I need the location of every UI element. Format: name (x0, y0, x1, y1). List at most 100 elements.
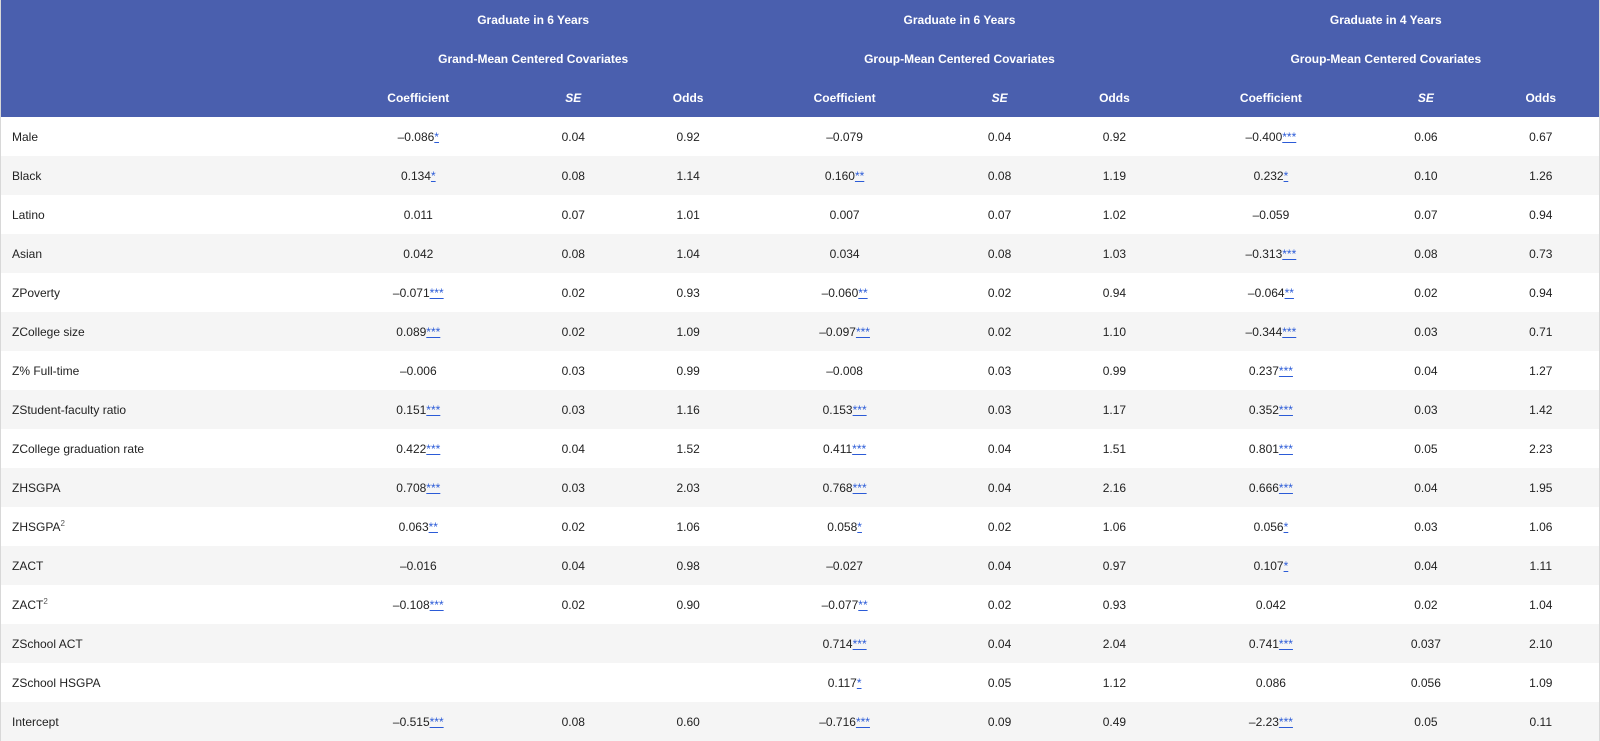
significance-footnote-link[interactable]: *** (852, 402, 867, 417)
se-cell: 0.08 (942, 156, 1057, 195)
table-row: ZHSGPA 0.708*** 0.03 2.03 0.768*** 0.04 2.16 0.… (1, 468, 1599, 507)
significance-footnote-link[interactable]: *** (1278, 714, 1293, 729)
coefficient-cell: 0.089*** (319, 312, 517, 351)
row-label: Male (1, 117, 320, 156)
header-empty-cell (1, 0, 320, 39)
table-row: ZPoverty –0.071*** 0.02 0.93 –0.060** 0.02 0.9… (1, 273, 1599, 312)
coefficient-cell: 0.086 (1173, 663, 1370, 702)
odds-cell: 1.04 (1529, 597, 1553, 612)
odds-cell: 1.17 (1056, 390, 1173, 429)
significance-footnote-link[interactable]: * (1283, 558, 1289, 573)
significance-footnote-link[interactable]: * (434, 129, 439, 144)
coefficient-cell: –0.059 (1173, 195, 1370, 234)
significance-footnote-link[interactable]: *** (855, 714, 870, 729)
significance-footnote-link[interactable]: ** (428, 519, 438, 534)
significance-footnote-link[interactable]: * (1283, 519, 1289, 534)
coefficient-cell: –0.086* (320, 117, 517, 156)
significance-footnote-link[interactable]: *** (429, 285, 444, 300)
coefficient-value: –0.313 (1245, 246, 1283, 261)
significance-footnote-link[interactable]: *** (855, 324, 870, 339)
odds-cell: 1.06 (676, 519, 700, 534)
coefficient-value: –0.344 (1245, 324, 1283, 339)
column-header-coefficient: Coefficient (746, 78, 943, 117)
row-label: Intercept (1, 702, 320, 741)
significance-footnote-link[interactable]: * (856, 675, 862, 690)
coefficient-cell: –0.097*** (746, 312, 943, 351)
odds-cell: 1.19 (1056, 156, 1173, 195)
row-label: ZSchool ACT (1, 624, 320, 663)
odds-cell: 0.73 (1482, 234, 1599, 273)
significance-footnote-link[interactable]: *** (1282, 129, 1297, 144)
se-cell (517, 663, 630, 702)
coefficient-cell: 0.422*** (320, 429, 517, 468)
row-label-text: ZSchool HSGPA (12, 675, 101, 690)
odds-cell: 0.98 (629, 546, 747, 585)
significance-footnote-link[interactable]: * (430, 168, 436, 183)
significance-footnote-link[interactable]: ** (854, 168, 865, 183)
se-cell: 0.02 (1414, 597, 1438, 612)
coefficient-value: –0.071 (392, 285, 430, 300)
coefficient-value: 0.160 (824, 168, 855, 183)
significance-footnote-link[interactable]: *** (1278, 441, 1293, 456)
significance-footnote-link[interactable]: *** (1282, 324, 1297, 339)
significance-footnote-link[interactable]: ** (1284, 285, 1294, 300)
row-label-text: Asian (12, 246, 43, 261)
significance-footnote-link[interactable]: * (857, 519, 862, 534)
odds-cell: 0.71 (1482, 312, 1599, 351)
significance-footnote-link[interactable]: *** (852, 441, 867, 456)
row-label-text: Male (12, 129, 39, 144)
significance-footnote-link[interactable]: *** (852, 636, 867, 651)
coefficient-value: 0.058 (827, 519, 858, 534)
significance-footnote-link[interactable]: *** (426, 441, 441, 456)
group-subtitle: Grand-Mean Centered Covariates (319, 39, 747, 78)
se-cell: 0.08 (942, 234, 1057, 273)
significance-footnote-link[interactable]: *** (1278, 636, 1293, 651)
significance-footnote-link[interactable]: ** (858, 597, 868, 612)
coefficient-cell: 0.042 (319, 234, 517, 273)
significance-footnote-link[interactable]: *** (1282, 246, 1297, 261)
significance-footnote-link[interactable]: *** (426, 480, 441, 495)
table-row: Black 0.134* 0.08 1.14 0.160** 0.08 1.19 0.232*… (1, 156, 1599, 195)
significance-footnote-link[interactable]: *** (852, 480, 867, 495)
se-cell: 0.04 (516, 546, 630, 585)
coefficient-value: 0.232 (1253, 168, 1284, 183)
column-header-coefficient: Coefficient (1172, 78, 1370, 117)
odds-cell: 2.16 (1056, 468, 1173, 507)
se-cell: 0.03 (1414, 519, 1438, 534)
significance-footnote-link[interactable]: *** (426, 324, 441, 339)
row-label: Latino (1, 195, 320, 234)
se-cell: 0.02 (987, 285, 1012, 300)
significance-footnote-link[interactable]: *** (1278, 402, 1293, 417)
significance-footnote-link[interactable]: *** (429, 714, 444, 729)
significance-footnote-link[interactable]: ** (858, 285, 868, 300)
odds-cell: 1.09 (1529, 675, 1553, 690)
significance-footnote-link[interactable]: *** (429, 597, 444, 612)
coefficient-cell: –0.400*** (1173, 117, 1370, 156)
row-label: ZACT (1, 546, 320, 585)
significance-footnote-link[interactable]: *** (1278, 480, 1293, 495)
row-label-text: Intercept (12, 714, 59, 729)
coefficient-cell: 0.034 (746, 234, 943, 273)
se-cell: 0.03 (561, 363, 585, 378)
significance-footnote-link[interactable]: *** (426, 402, 441, 417)
coefficient-value: 0.411 (823, 441, 853, 456)
row-label: ZSchool HSGPA (1, 663, 320, 702)
coefficient-cell: 0.411*** (746, 429, 943, 468)
table-body: Male –0.086* 0.04 0.92 –0.079 0.04 0.92 –0.400*… (1, 117, 1599, 741)
coefficient-value: 0.237 (1248, 363, 1279, 378)
odds-cell: 1.12 (1102, 675, 1127, 690)
se-cell: 0.04 (1369, 546, 1483, 585)
se-cell: 0.07 (987, 207, 1012, 222)
odds-cell: 1.95 (1482, 468, 1599, 507)
row-label: ZACT2 (1, 585, 320, 624)
table-row: ZCollege size 0.089*** 0.02 1.09 –0.097*** 0.… (1, 312, 1599, 351)
odds-cell: 1.14 (629, 156, 747, 195)
coefficient-value: 0.768 (822, 480, 853, 495)
se-cell: 0.02 (561, 519, 585, 534)
se-cell: 0.02 (942, 312, 1057, 351)
significance-footnote-link[interactable]: *** (1278, 363, 1293, 378)
coefficient-cell: 0.134* (319, 156, 517, 195)
se-cell: 0.04 (1414, 363, 1438, 378)
significance-footnote-link[interactable]: * (1283, 168, 1289, 183)
row-label-text: ZACT (12, 597, 44, 612)
